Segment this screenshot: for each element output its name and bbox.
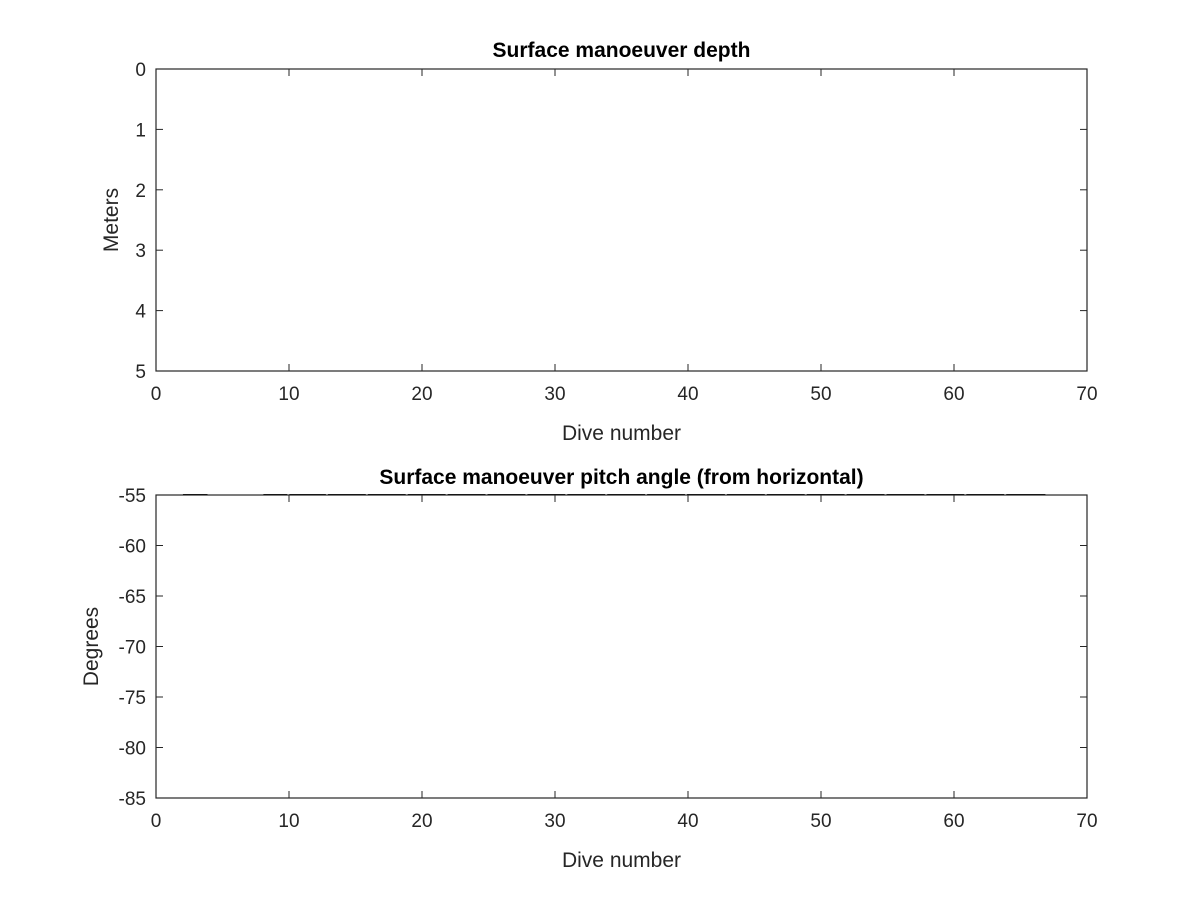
y-tick-label: -70 [119,638,146,659]
x-tick-label: 40 [677,384,698,405]
depth-plot-panel: 0 10 20 30 40 50 60 70 0 1 2 3 4 5 Surface manoeuver d… [100,39,1098,445]
x-tick-label: 10 [278,811,299,832]
y-tick-label: 0 [135,60,146,81]
y-tick-label: -80 [119,739,146,760]
axes-box [155,494,1088,799]
y-tick-label: 4 [135,302,146,323]
y-tick-label: -55 [119,486,146,507]
y-tick-label: -65 [119,587,146,608]
x-tick-label: 50 [810,811,831,832]
x-axis-label: Dive number [562,422,681,445]
x-tick-label: 30 [544,811,565,832]
x-tick-label: 60 [943,811,964,832]
x-tick-label: 60 [943,384,964,405]
chart-title: Surface manoeuver pitch angle (from hori… [379,466,863,489]
x-tick-label: 40 [677,811,698,832]
x-tick-label: 20 [411,811,432,832]
x-tick-label: 70 [1076,384,1097,405]
y-tick-label: -60 [119,537,146,558]
x-tick-label: 10 [278,384,299,405]
x-tick-label: 0 [151,384,162,405]
y-tick-label: 3 [135,241,146,262]
x-axis-label: Dive number [562,849,681,872]
y-tick-label: -75 [119,688,146,709]
y-tick-label: 1 [135,120,146,141]
x-tick-label: 20 [411,384,432,405]
x-tick-label: 50 [810,384,831,405]
x-tick-label: 0 [151,811,162,832]
y-tick-label: -85 [119,789,146,810]
y-axis-label: Meters [100,188,123,252]
pitch-plot-panel: 0 10 20 30 40 50 60 70 -55 -60 -65 -70 -75 -80 -85 Surf… [80,466,1098,872]
y-tick-label: 5 [135,362,146,383]
x-tick-label: 30 [544,384,565,405]
axes-box [155,68,1088,372]
y-tick-label: 2 [135,181,146,202]
chart-title: Surface manoeuver depth [493,39,751,62]
x-tick-label: 70 [1076,811,1097,832]
y-axis-label: Degrees [80,607,103,686]
